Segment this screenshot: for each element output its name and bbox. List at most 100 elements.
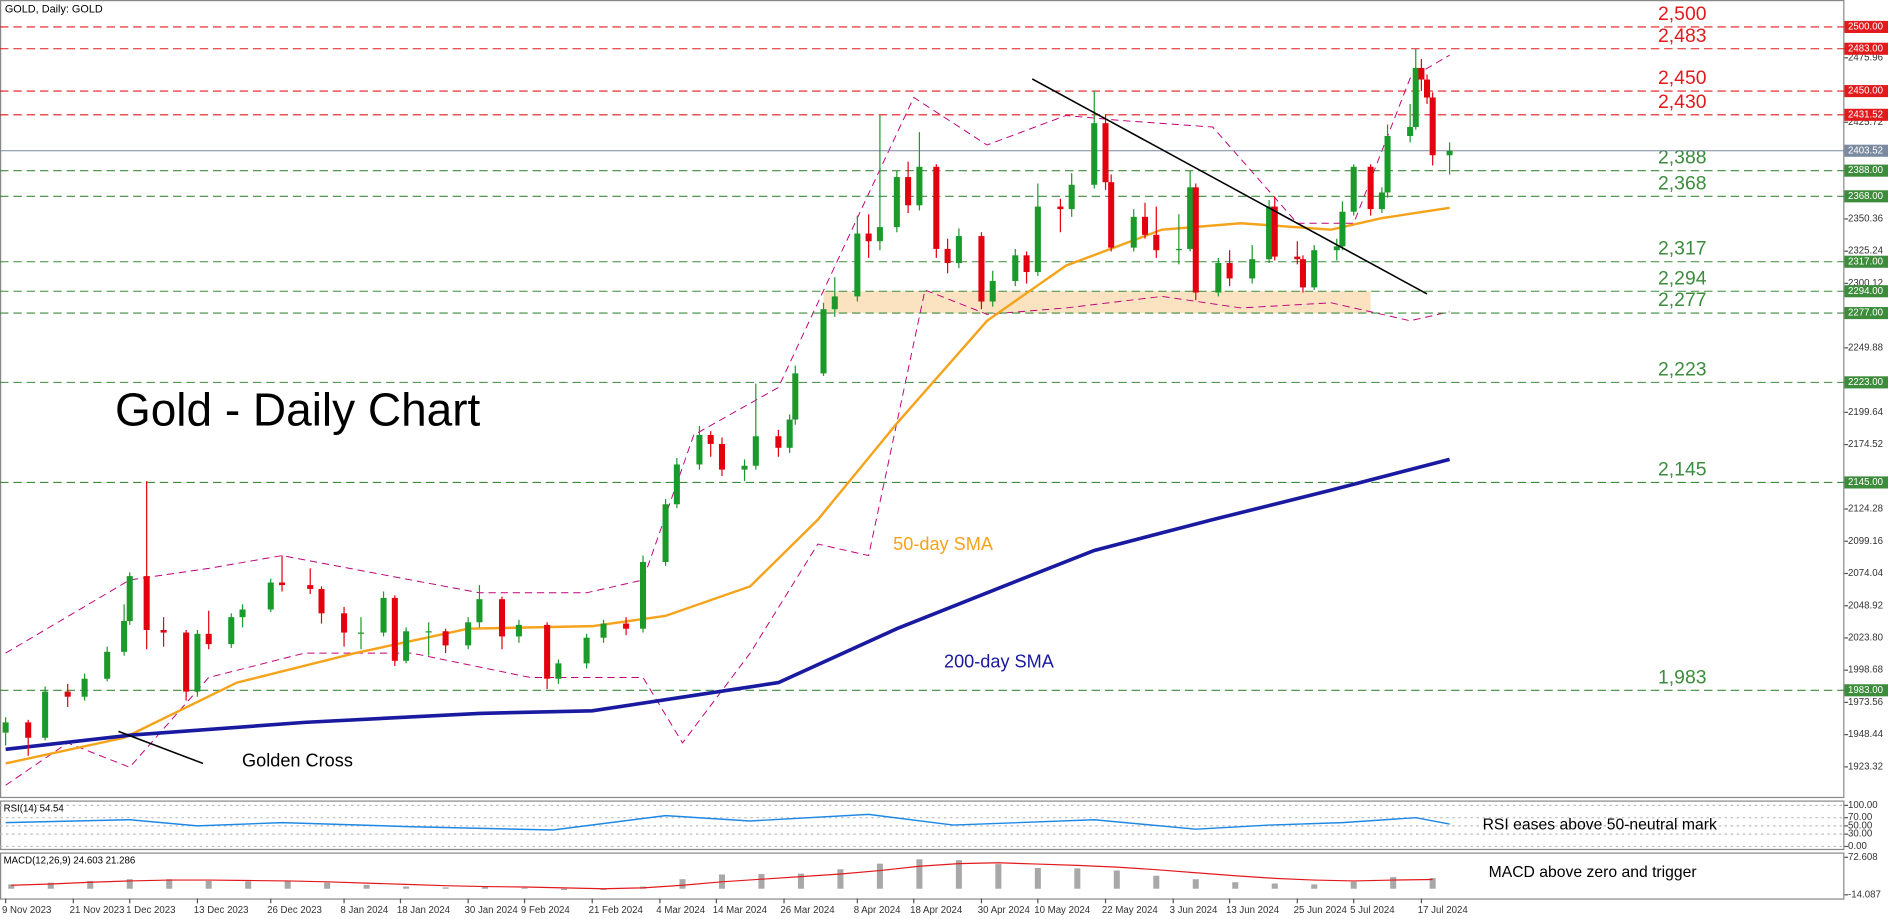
macd-bar bbox=[758, 874, 765, 889]
candle-body bbox=[1384, 136, 1391, 193]
y-tick-label: 0.00 bbox=[1848, 841, 1867, 852]
level-tag-label: 2223.00 bbox=[1848, 377, 1883, 388]
candle-body bbox=[1192, 187, 1199, 293]
x-tick-label: 17 Jul 2024 bbox=[1418, 905, 1469, 916]
macd-bar bbox=[561, 888, 568, 891]
macd-bar bbox=[1113, 870, 1120, 889]
panel-title: MACD(12,26,9) 24.603 21.286 bbox=[4, 856, 136, 867]
macd-bar bbox=[1232, 882, 1239, 889]
x-tick-label: 1 Dec 2023 bbox=[126, 905, 175, 916]
main-panel-frame bbox=[0, 0, 1845, 799]
macd-bar bbox=[797, 873, 804, 889]
x-tick-label: 30 Apr 2024 bbox=[978, 905, 1031, 916]
x-tick-label: 3 Jun 2024 bbox=[1170, 905, 1218, 916]
candle-body bbox=[718, 443, 726, 470]
candle-body bbox=[1333, 246, 1340, 251]
x-tick-label: 5 Jul 2024 bbox=[1350, 905, 1395, 916]
level-tag-label: 2368.00 bbox=[1848, 191, 1883, 202]
candle-body bbox=[1057, 206, 1064, 210]
macd-bar bbox=[166, 879, 173, 889]
trendline bbox=[1031, 78, 1428, 295]
candle-body bbox=[341, 613, 348, 633]
x-tick-label: 14 Mar 2024 bbox=[713, 905, 768, 916]
x-tick-label: 18 Apr 2024 bbox=[910, 905, 963, 916]
candle-body bbox=[380, 597, 387, 633]
candle-body bbox=[318, 588, 325, 614]
level-tag-label: 2450.00 bbox=[1848, 86, 1883, 97]
macd-bar bbox=[1429, 878, 1436, 889]
candle-body bbox=[1412, 68, 1419, 128]
candle-body bbox=[1091, 123, 1098, 185]
candle-body bbox=[1249, 259, 1256, 279]
x-tick-label: 9 Feb 2024 bbox=[521, 905, 571, 916]
candle-body bbox=[876, 227, 883, 242]
candle-body bbox=[25, 722, 32, 738]
y-tick-label: 2199.64 bbox=[1848, 407, 1884, 418]
level-tag bbox=[1844, 684, 1888, 697]
macd-bar bbox=[363, 884, 370, 889]
macd-bar bbox=[245, 881, 252, 889]
candle-body bbox=[239, 609, 246, 618]
candle-body bbox=[1141, 216, 1149, 235]
level-label: 2,450 bbox=[1658, 67, 1706, 89]
y-tick-label: 2023.80 bbox=[1848, 632, 1883, 643]
candle-body bbox=[955, 236, 962, 264]
level-label: 2,294 bbox=[1658, 267, 1707, 289]
candle-body bbox=[673, 464, 680, 505]
x-tick-label: 10 May 2024 bbox=[1034, 905, 1090, 916]
level-label: 2,430 bbox=[1658, 91, 1706, 113]
candle-body bbox=[662, 504, 669, 562]
level-label: 2,317 bbox=[1658, 238, 1706, 260]
candle-body bbox=[391, 597, 398, 661]
level-tag bbox=[1844, 85, 1888, 98]
level-label: 2,277 bbox=[1658, 289, 1706, 311]
candle-body bbox=[64, 691, 71, 697]
bollinger-lower bbox=[5, 289, 1450, 786]
candle-body bbox=[1339, 211, 1346, 247]
y-tick-label: 1998.68 bbox=[1848, 665, 1883, 676]
level-tag bbox=[1844, 108, 1888, 121]
panel-note: MACD above zero and trigger bbox=[1489, 864, 1697, 881]
candle-body bbox=[1215, 263, 1222, 293]
candle-body bbox=[1378, 192, 1385, 210]
macd-bar bbox=[876, 863, 883, 889]
x-tick-label: 13 Dec 2023 bbox=[194, 905, 249, 916]
candle-body bbox=[498, 599, 506, 637]
candle-body bbox=[933, 166, 940, 249]
y-tick-label: 1948.44 bbox=[1848, 729, 1884, 740]
candle-body bbox=[515, 624, 522, 637]
y-tick-label: 2249.88 bbox=[1848, 342, 1883, 353]
y-tick-label: 2048.92 bbox=[1848, 600, 1883, 611]
sma-line bbox=[5, 457, 1451, 752]
macd-bar bbox=[1192, 879, 1199, 889]
candle-body bbox=[989, 280, 996, 302]
y-tick-label: 2425.72 bbox=[1848, 117, 1883, 128]
series-label: 50-day SMA bbox=[893, 534, 994, 554]
y-tick-label: 70.00 bbox=[1848, 812, 1872, 823]
candle-body bbox=[831, 296, 838, 310]
current-price-label: 2403.52 bbox=[1848, 145, 1883, 156]
macd-bar bbox=[8, 884, 15, 889]
macd-bar bbox=[47, 882, 54, 889]
macd-bar bbox=[442, 887, 449, 889]
candle-body bbox=[555, 663, 562, 679]
macd-signal bbox=[11, 862, 1433, 890]
level-label: 2,483 bbox=[1658, 25, 1706, 47]
y-tick-label: 2174.52 bbox=[1848, 439, 1883, 450]
candle-body bbox=[752, 436, 759, 466]
level-label: 2,223 bbox=[1658, 358, 1706, 380]
candle-body bbox=[160, 629, 167, 633]
candle-body bbox=[81, 678, 88, 697]
macd-bar bbox=[126, 879, 133, 889]
x-tick-label: 22 May 2024 bbox=[1102, 905, 1158, 916]
candle-body bbox=[403, 631, 410, 661]
candle-body bbox=[583, 637, 590, 664]
candle-body bbox=[1407, 127, 1414, 137]
y-tick-label: 2099.16 bbox=[1848, 536, 1883, 547]
level-tag-label: 2388.00 bbox=[1848, 165, 1883, 176]
candle-body bbox=[1130, 216, 1137, 248]
candle-body bbox=[905, 177, 912, 206]
